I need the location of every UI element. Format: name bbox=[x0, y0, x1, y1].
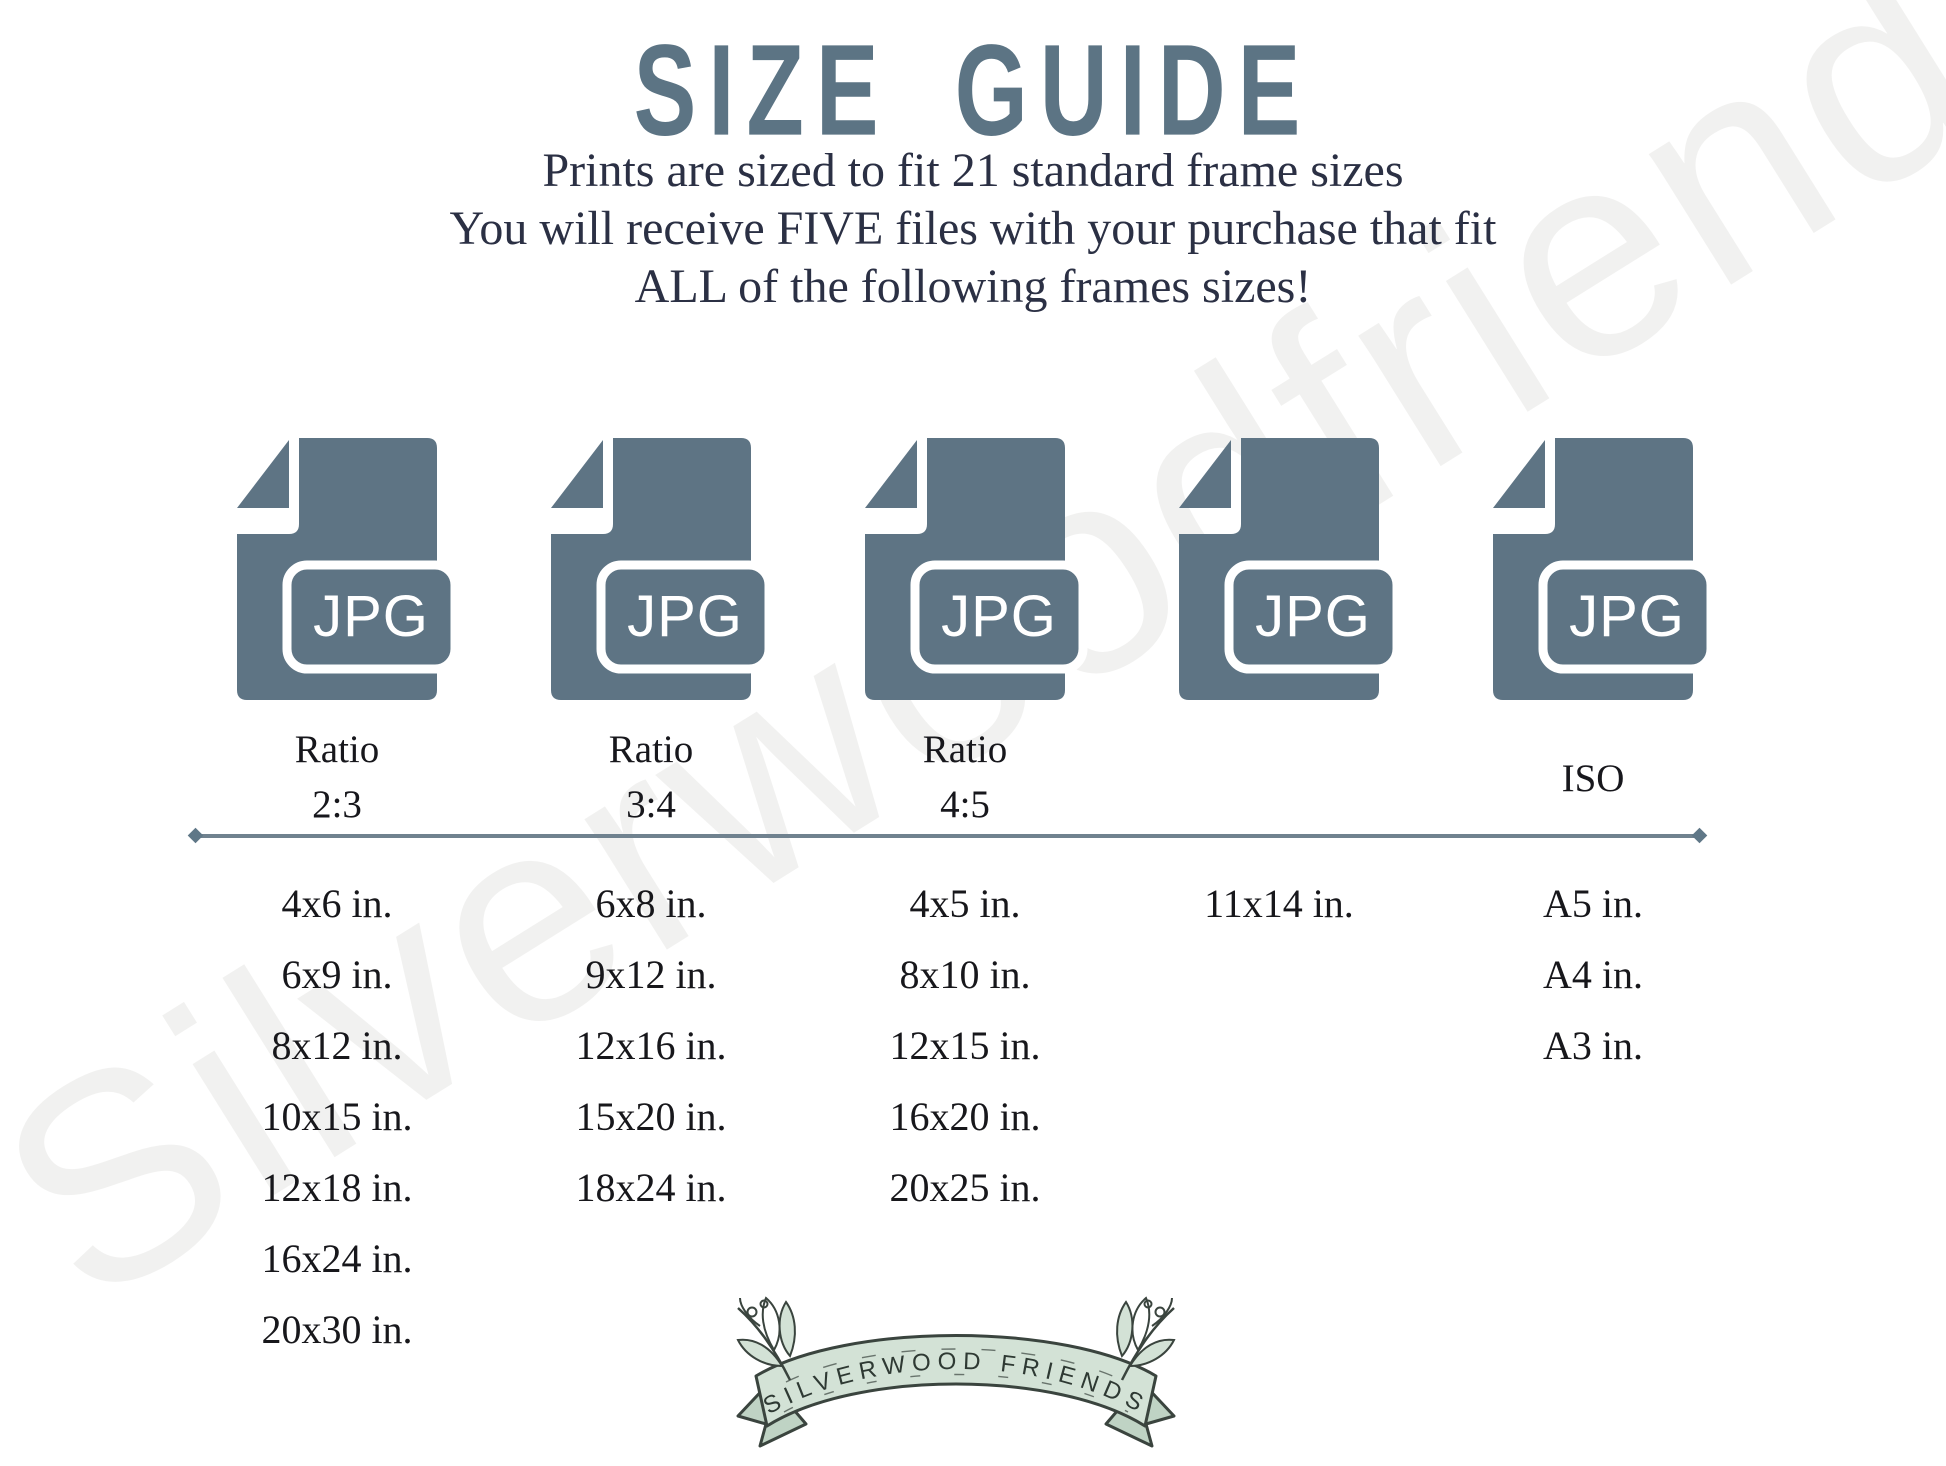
jpg-badge-label: JPG bbox=[941, 584, 1057, 649]
jpg-badge-label: JPG bbox=[1569, 584, 1685, 649]
size-item: 16x24 in. bbox=[261, 1236, 413, 1281]
size-item: 9x12 in. bbox=[585, 952, 717, 997]
size-item: A3 in. bbox=[1543, 1023, 1643, 1068]
size-item: 6x9 in. bbox=[281, 952, 393, 997]
ratio-word: Ratio bbox=[294, 728, 380, 771]
page-title: SIZE GUIDE bbox=[633, 17, 1313, 163]
column-iso: JPG ISO A5 in. A4 in. A3 in. bbox=[1436, 438, 1750, 1365]
size-item: A5 in. bbox=[1543, 881, 1643, 926]
jpg-file-icon: JPG bbox=[1493, 438, 1723, 700]
iso-label: ISO bbox=[1562, 722, 1625, 832]
jpg-badge-label: JPG bbox=[313, 584, 429, 649]
ratio-label: Ratio 3:4 bbox=[609, 722, 694, 832]
ratio-value: 4:5 bbox=[940, 783, 990, 826]
size-list: 6x8 in. 9x12 in. 12x16 in. 15x20 in. 18x… bbox=[575, 868, 726, 1223]
intro-text: Prints are sized to fit 21 standard fram… bbox=[0, 142, 1946, 316]
size-item: 6x8 in. bbox=[595, 881, 707, 926]
size-item: 20x25 in. bbox=[889, 1165, 1041, 1210]
jpg-badge-label: JPG bbox=[627, 584, 743, 649]
size-item: 15x20 in. bbox=[575, 1094, 727, 1139]
size-item: 18x24 in. bbox=[575, 1165, 727, 1210]
jpg-file-icon: JPG bbox=[1179, 438, 1409, 700]
iso-value: ISO bbox=[1561, 757, 1625, 800]
size-item: 4x5 in. bbox=[909, 881, 1021, 926]
intro-line-2: You will receive FIVE files with your pu… bbox=[449, 202, 1497, 255]
divider-line bbox=[195, 834, 1700, 838]
size-item: A4 in. bbox=[1543, 952, 1643, 997]
ratio-value: 2:3 bbox=[312, 783, 362, 826]
size-item: 8x12 in. bbox=[271, 1023, 403, 1068]
column-ratio-4-5: JPG Ratio 4:5 4x5 in. 8x10 in. 12x15 in.… bbox=[808, 438, 1122, 1365]
size-item: 10x15 in. bbox=[261, 1094, 413, 1139]
intro-line-3: ALL of the following frames sizes! bbox=[634, 260, 1312, 313]
size-item: 8x10 in. bbox=[899, 952, 1031, 997]
ribbon-band bbox=[754, 1334, 1158, 1428]
jpg-file-icon: JPG bbox=[865, 438, 1095, 700]
brand-banner: SILVERWOOD FRIENDS bbox=[736, 1296, 1176, 1448]
jpg-file-icon: JPG bbox=[237, 438, 467, 700]
size-columns: JPG Ratio 2:3 4x6 in. 6x9 in. 8x12 in. 1… bbox=[180, 438, 1750, 1365]
size-list: A5 in. A4 in. A3 in. bbox=[1543, 868, 1643, 1081]
size-item: 16x20 in. bbox=[889, 1094, 1041, 1139]
size-list: 4x6 in. 6x9 in. 8x12 in. 10x15 in. 12x18… bbox=[261, 868, 412, 1365]
ratio-label: Ratio 2:3 bbox=[295, 722, 380, 832]
column-11x14: JPG 11x14 in. bbox=[1122, 438, 1436, 1365]
ratio-word: Ratio bbox=[922, 728, 1008, 771]
jpg-badge-label: JPG bbox=[1255, 584, 1371, 649]
jpg-file-icon: JPG bbox=[551, 438, 781, 700]
ratio-value: 3:4 bbox=[626, 783, 676, 826]
size-list: 11x14 in. bbox=[1204, 868, 1354, 939]
size-item: 20x30 in. bbox=[261, 1307, 413, 1352]
size-item: 4x6 in. bbox=[281, 881, 393, 926]
ratio-label: Ratio 4:5 bbox=[923, 722, 1008, 832]
size-item: 12x16 in. bbox=[575, 1023, 727, 1068]
ratio-word: Ratio bbox=[608, 728, 694, 771]
size-item: 12x15 in. bbox=[889, 1023, 1041, 1068]
intro-line-1: Prints are sized to fit 21 standard fram… bbox=[542, 144, 1404, 197]
column-ratio-3-4: JPG Ratio 3:4 6x8 in. 9x12 in. 12x16 in.… bbox=[494, 438, 808, 1365]
size-item: 11x14 in. bbox=[1204, 881, 1354, 926]
column-ratio-2-3: JPG Ratio 2:3 4x6 in. 6x9 in. 8x12 in. 1… bbox=[180, 438, 494, 1365]
size-item: 12x18 in. bbox=[261, 1165, 413, 1210]
size-list: 4x5 in. 8x10 in. 12x15 in. 16x20 in. 20x… bbox=[889, 868, 1040, 1223]
